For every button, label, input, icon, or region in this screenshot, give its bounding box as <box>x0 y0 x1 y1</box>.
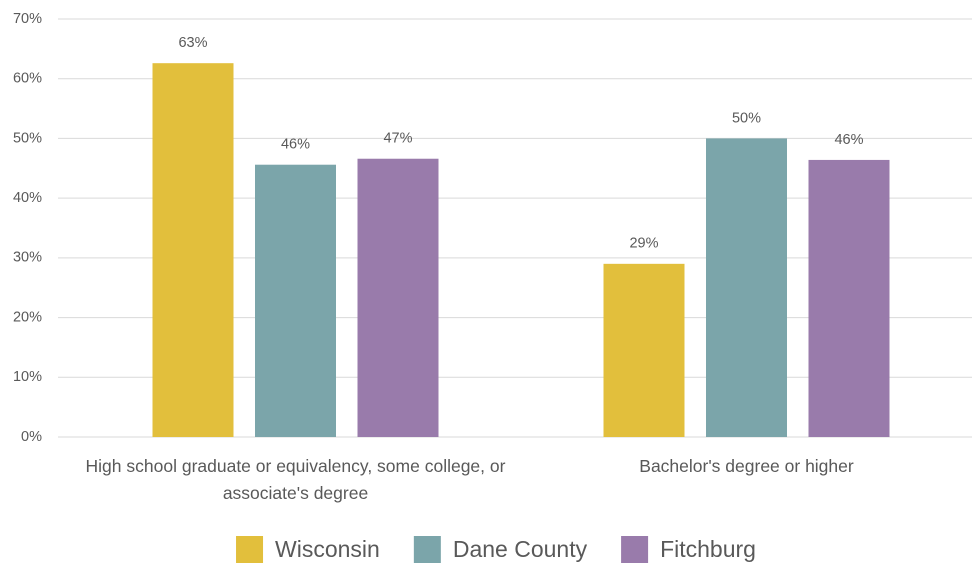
legend-label: Dane County <box>453 536 588 562</box>
bar <box>255 164 336 437</box>
legend-label: Fitchburg <box>660 536 756 562</box>
y-tick-label: 50% <box>13 130 42 146</box>
data-label: 46% <box>281 137 310 153</box>
bar <box>152 63 234 438</box>
legend-label: Wisconsin <box>275 536 380 562</box>
data-label: 63% <box>178 35 207 51</box>
bar <box>808 159 890 437</box>
legend-swatch <box>236 536 264 563</box>
bar <box>706 138 787 437</box>
data-label: 46% <box>834 132 863 148</box>
data-label: 50% <box>732 110 761 126</box>
y-tick-label: 0% <box>21 429 42 445</box>
y-tick-label: 70% <box>13 11 42 27</box>
y-tick-label: 20% <box>13 309 42 325</box>
legend-swatch <box>413 536 441 563</box>
y-tick-label: 60% <box>13 71 42 87</box>
data-label: 29% <box>629 236 658 252</box>
legend-swatch <box>621 536 649 563</box>
y-tick-label: 30% <box>13 250 42 266</box>
bar <box>603 263 685 437</box>
y-tick-label: 10% <box>13 369 42 385</box>
x-tick-label: Bachelor's degree or higher <box>639 456 854 476</box>
x-tick-label: High school graduate or equivalency, som… <box>85 456 506 503</box>
bar <box>357 158 439 437</box>
y-tick-label: 40% <box>13 190 42 206</box>
data-label: 47% <box>383 131 412 147</box>
